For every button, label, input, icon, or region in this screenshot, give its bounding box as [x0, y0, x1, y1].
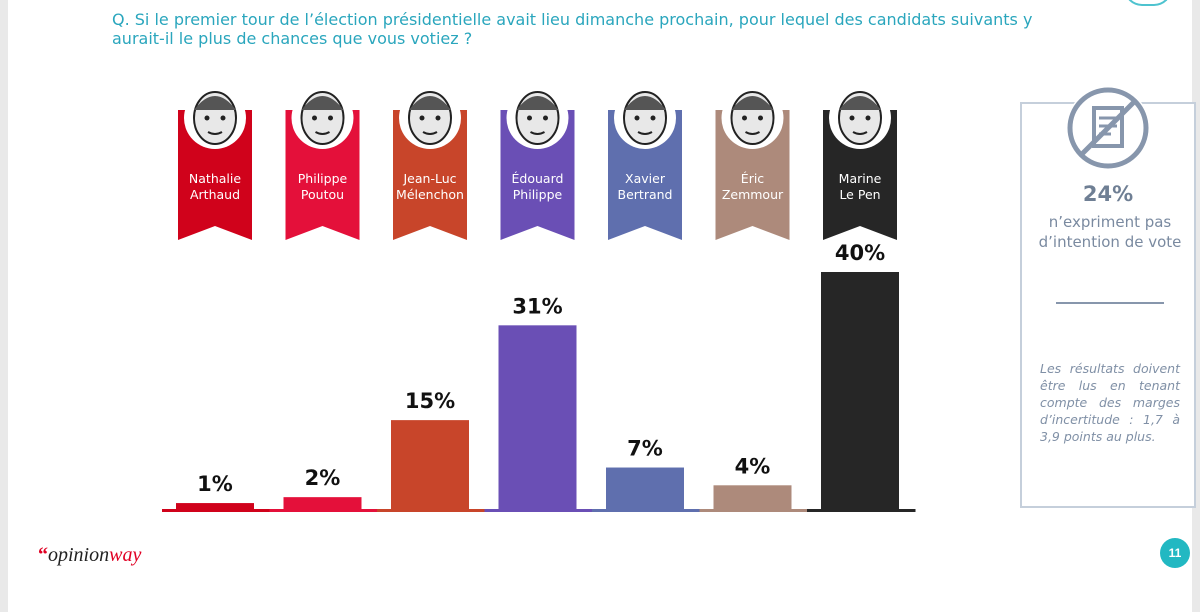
portrait-eye [865, 115, 871, 121]
bar [176, 503, 254, 509]
bar [498, 325, 577, 509]
logo-text-opinion: opinion [48, 544, 110, 566]
value-label: 1% [197, 472, 233, 496]
portrait-eye [204, 115, 210, 121]
no-vote-percentage: 24% [1082, 182, 1134, 206]
value-label: 31% [512, 294, 562, 318]
portrait-eye [543, 115, 548, 121]
baseline-segment [162, 509, 271, 512]
portrait-mouth [207, 131, 223, 135]
portrait-hair [409, 96, 451, 110]
slide: Q. Si le premier tour de l’élection prés… [8, 0, 1196, 612]
value-label: 4% [735, 454, 771, 478]
portrait-eye [742, 115, 747, 121]
baseline-segment [377, 509, 486, 512]
bar [283, 497, 362, 509]
portrait-hair [516, 96, 559, 110]
candidate-name: Arthaud [190, 187, 240, 202]
value-label: 7% [627, 437, 663, 461]
candidate-name: Jean-Luc [402, 171, 456, 186]
value-label: 2% [305, 466, 341, 490]
portrait-hair [731, 96, 774, 110]
no-vote-panel: 24% n’expriment pas d’intention de vote … [1020, 86, 1196, 508]
candidate-name: Poutou [301, 187, 344, 202]
candidate-name: Zemmour [722, 187, 784, 202]
bar [606, 467, 684, 509]
candidate-name: Philippe [513, 187, 563, 202]
panel-divider [1056, 302, 1164, 304]
portrait-eye [220, 115, 226, 121]
baseline-segment [807, 509, 916, 512]
portrait-hair [839, 96, 881, 110]
survey-question: Q. Si le premier tour de l’élection prés… [112, 10, 1033, 48]
no-vote-label: n’expriment pas d’intention de vote [1032, 212, 1188, 252]
bar [713, 485, 792, 509]
portrait-eye [849, 115, 855, 121]
candidate-name: Bertrand [618, 187, 673, 202]
logo-text-way: way [109, 544, 142, 566]
portrait-mouth [315, 131, 330, 135]
portrait-eye [435, 115, 441, 121]
candidate-name: Édouard [512, 171, 564, 186]
value-label: 15% [405, 389, 455, 413]
portrait-eye [758, 115, 763, 121]
candidate-name: Nathalie [189, 171, 241, 186]
portrait-mouth [637, 131, 653, 135]
logo-quote: “ [38, 544, 48, 566]
opinionway-logo: “opinionway [38, 544, 141, 567]
baseline-segment [592, 509, 701, 512]
baseline-segment [484, 509, 593, 512]
portrait-hair [194, 96, 236, 110]
uncertainty-note: Les résultats doivent être lus en tenant… [1040, 361, 1180, 444]
value-label: 40% [835, 241, 885, 265]
portrait-mouth [530, 131, 545, 135]
crossed-out-ballot-icon [1066, 86, 1150, 170]
portrait-eye [650, 115, 656, 121]
candidate-name: Le Pen [839, 187, 880, 202]
page-number: 11 [1160, 538, 1190, 568]
portrait-mouth [422, 131, 438, 135]
bar-chart: 1%NathalieArthaud2%PhilippePoutou15%Jean… [162, 87, 916, 512]
no-vote-label-line: d’intention de vote [1038, 233, 1182, 251]
portrait-eye [419, 115, 425, 121]
portrait-mouth [745, 131, 760, 135]
bar [391, 420, 469, 509]
baseline-segment [269, 509, 378, 512]
portrait-eye [328, 115, 333, 121]
portrait-mouth [852, 131, 868, 135]
portrait-eye [312, 115, 317, 121]
candidate-name: Éric [741, 171, 765, 186]
candidate-name: Mélenchon [396, 187, 464, 202]
bar [821, 272, 899, 509]
no-vote-label-line: n’expriment pas [1048, 213, 1172, 231]
candidate-name: Marine [839, 171, 882, 186]
candidate-name: Xavier [625, 171, 666, 186]
portrait-hair [624, 96, 666, 110]
candidate-name: Philippe [298, 171, 348, 186]
portrait-hair [301, 96, 344, 110]
portrait-eye [527, 115, 532, 121]
portrait-eye [634, 115, 640, 121]
baseline-segment [699, 509, 808, 512]
